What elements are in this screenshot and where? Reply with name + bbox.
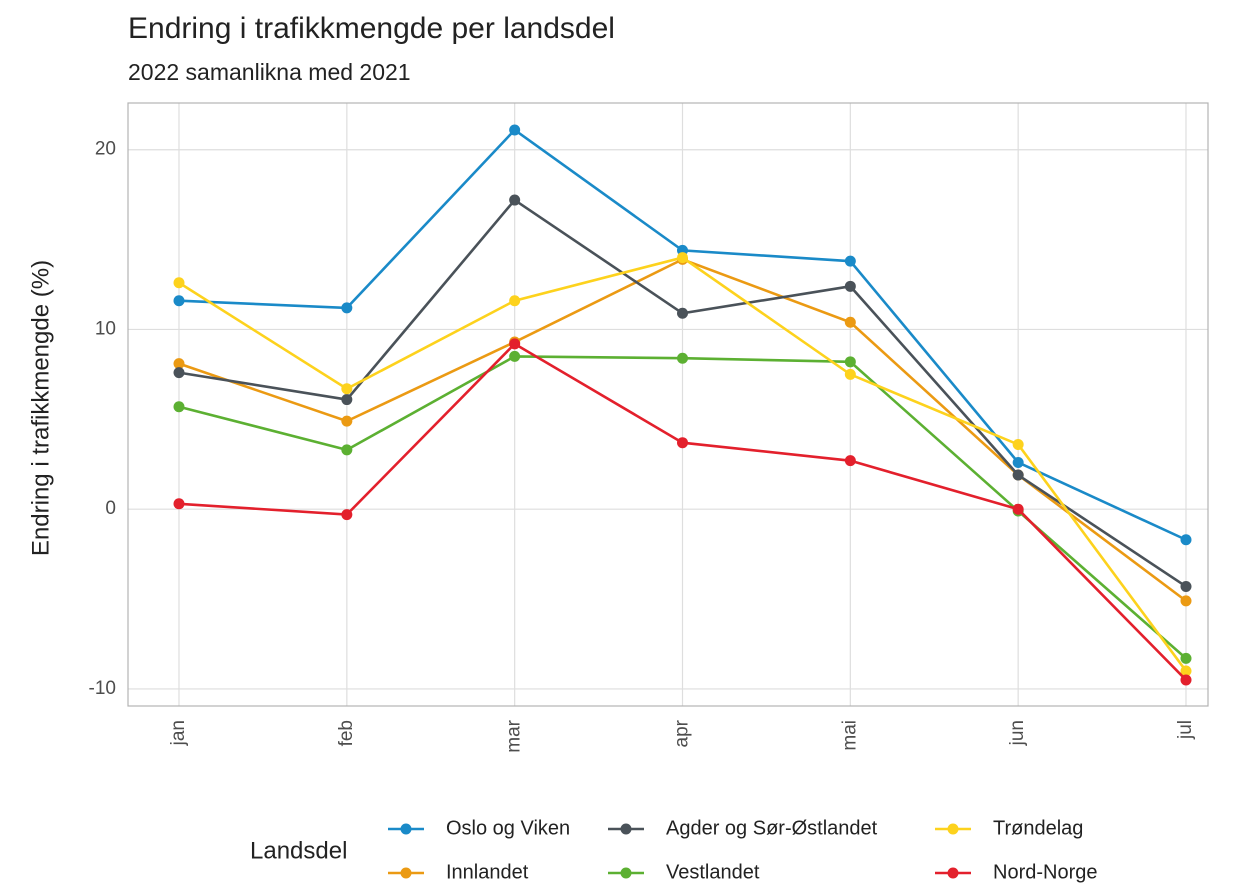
data-point [844,280,856,292]
y-axis-label: Endring i trafikkmengde (%) [27,260,54,556]
y-tick-label: 0 [105,498,116,519]
data-point [509,124,521,136]
data-point [173,295,185,307]
data-point [341,394,353,406]
data-point [509,194,521,206]
data-point [677,437,688,449]
data-point [844,368,856,380]
x-tick-label: jan [168,720,189,746]
x-tick-label: mai [839,720,860,751]
data-point [1012,503,1024,515]
data-point [341,415,353,427]
data-point [173,277,185,289]
y-tick-label: 10 [95,318,116,339]
y-tick-label: -10 [89,678,116,699]
data-point [1180,595,1192,607]
legend-title: Landsdel [250,837,347,864]
chart-subtitle: 2022 samanlikna med 2021 [128,59,411,85]
data-point [341,509,353,521]
data-point [844,255,856,267]
data-point [1180,580,1192,592]
data-point [844,316,856,328]
data-point [341,444,353,456]
data-point [1012,456,1024,468]
legend-label: Vestlandet [666,861,760,883]
data-point [509,350,521,362]
legend-swatch-point [400,867,412,879]
data-point [677,307,688,319]
data-point [677,352,688,364]
data-point [173,401,185,413]
data-point [1180,665,1192,677]
data-point [341,302,353,314]
x-tick-label: jun [1007,720,1028,746]
legend-swatch-point [620,823,632,835]
legend-label: Agder og Sør-Østlandet [666,817,878,839]
legend-swatch-point [947,867,959,879]
data-point [1180,674,1192,686]
data-point [341,383,353,395]
legend-swatch-point [400,823,412,835]
data-point [509,295,521,307]
data-point [1012,438,1024,450]
data-point [1180,652,1192,664]
data-point [1012,469,1024,481]
data-point [1180,534,1192,546]
x-tick-label: apr [672,719,693,747]
chart-title: Endring i trafikkmengde per landsdel [128,12,615,45]
x-tick-label: feb [336,720,357,746]
x-tick-label: mar [504,719,525,752]
data-point [844,455,856,467]
x-tick-label: jul [1175,720,1196,740]
data-point [173,367,185,379]
data-point [844,356,856,368]
legend-swatch-point [620,867,632,879]
data-point [173,358,185,370]
data-point [173,498,185,510]
data-point [677,252,688,264]
legend-label: Oslo og Viken [446,817,570,839]
legend-swatch-point [947,823,959,835]
legend-label: Trøndelag [993,817,1083,839]
data-point [509,338,521,350]
y-tick-label: 20 [95,139,116,160]
legend-label: Innlandet [446,861,529,883]
plot-border [127,102,1209,707]
legend-label: Nord-Norge [993,861,1097,883]
